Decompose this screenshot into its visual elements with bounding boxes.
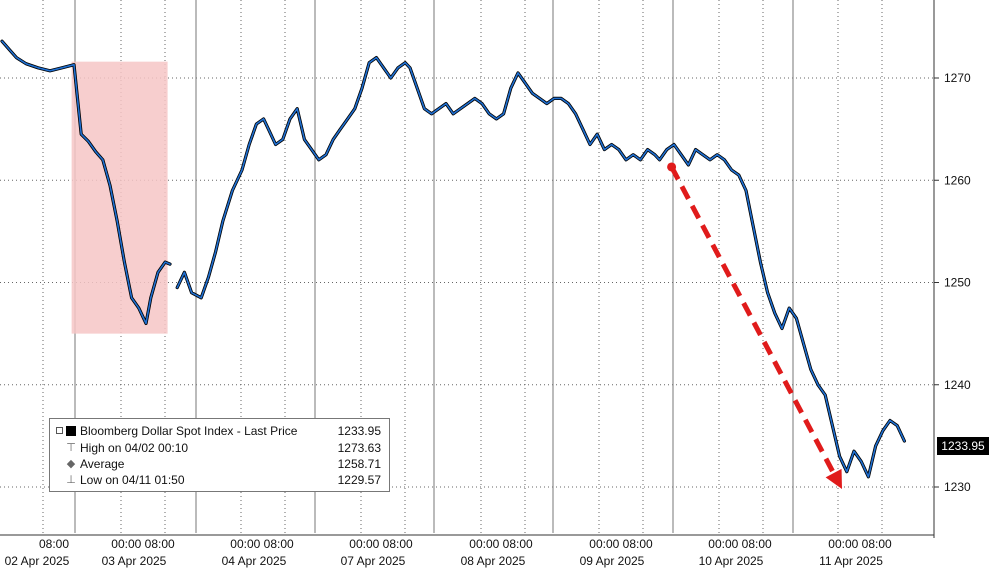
legend-average-value: 1258.71 — [337, 457, 381, 471]
legend-series-name: Bloomberg Dollar Spot Index - Last Price — [80, 424, 298, 438]
legend-high-label: High on 04/02 00:10 — [80, 441, 189, 455]
legend-last-value: 1233.95 — [337, 424, 381, 438]
legend-row-low: ⊥ Low on 04/11 01:50 1229.57 — [50, 472, 389, 488]
legend-title-row: Bloomberg Dollar Spot Index - Last Price… — [50, 423, 389, 439]
series-0-segment-1-shadow — [175, 55, 907, 479]
low-marker-icon: ⊥ — [66, 474, 76, 486]
legend-low-label: Low on 04/11 01:50 — [80, 473, 185, 487]
y-tick-label-0: 1230 — [944, 480, 971, 494]
series-0-segment-0-line — [1, 40, 171, 325]
legend: Bloomberg Dollar Spot Index - Last Price… — [49, 418, 390, 492]
x-date-label-3: 07 Apr 2025 — [341, 554, 406, 568]
y-tick-label-2: 1250 — [944, 276, 971, 290]
x-time-label-3: 00:00 08:00 — [349, 537, 413, 551]
x-date-label-5: 09 Apr 2025 — [580, 554, 645, 568]
x-time-labels: 08:00 00:00 08:00 00:00 08:00 00:00 08:00 00… — [39, 537, 892, 551]
x-time-label-6: 00:00 08:00 — [708, 537, 772, 551]
legend-high-value: 1273.63 — [337, 441, 381, 455]
legend-average-label: Average — [80, 457, 125, 471]
axes — [0, 0, 935, 538]
series-swatch-icon — [66, 426, 76, 436]
x-time-label-7: 00:00 08:00 — [828, 537, 892, 551]
last-value-badge: 1233.95 — [937, 437, 989, 455]
x-date-label-7: 11 Apr 2025 — [819, 554, 883, 568]
arrow-dashed-shaft — [669, 165, 836, 475]
legend-low-value: 1229.57 — [337, 473, 381, 487]
shaded-selloff-region — [71, 61, 168, 334]
trend-arrow — [667, 162, 842, 490]
price-series — [0, 39, 907, 479]
x-date-label-1: 03 Apr 2025 — [102, 554, 167, 568]
x-date-labels: 02 Apr 2025 03 Apr 2025 04 Apr 2025 07 Apr … — [5, 554, 884, 568]
arrow-head — [825, 468, 842, 490]
collapse-box-icon[interactable] — [56, 427, 63, 434]
x-date-label-4: 08 Apr 2025 — [461, 554, 526, 568]
y-tick-label-4: 1270 — [944, 71, 971, 85]
x-time-label-1: 00:00 08:00 — [111, 537, 175, 551]
x-date-label-0: 02 Apr 2025 — [5, 554, 70, 568]
x-time-label-0: 08:00 — [39, 537, 69, 551]
x-date-label-6: 10 Apr 2025 — [699, 554, 764, 568]
x-time-label-4: 00:00 08:00 — [469, 537, 533, 551]
shaded-region — [71, 61, 168, 334]
average-marker-icon: ◆ — [66, 458, 76, 470]
x-time-label-5: 00:00 08:00 — [589, 537, 653, 551]
series-0-segment-1-line — [176, 56, 906, 478]
y-tick-label-1: 1240 — [944, 378, 971, 392]
high-marker-icon: ⊤ — [66, 442, 76, 454]
x-date-label-2: 04 Apr 2025 — [222, 554, 287, 568]
legend-row-average: ◆ Average 1258.71 — [50, 456, 389, 472]
y-tick-label-3: 1260 — [944, 173, 971, 187]
legend-row-high: ⊤ High on 04/02 00:10 1273.63 — [50, 440, 389, 456]
x-time-label-2: 00:00 08:00 — [230, 537, 294, 551]
y-tick-labels: 1230 1240 1250 1260 1270 — [934, 71, 971, 494]
